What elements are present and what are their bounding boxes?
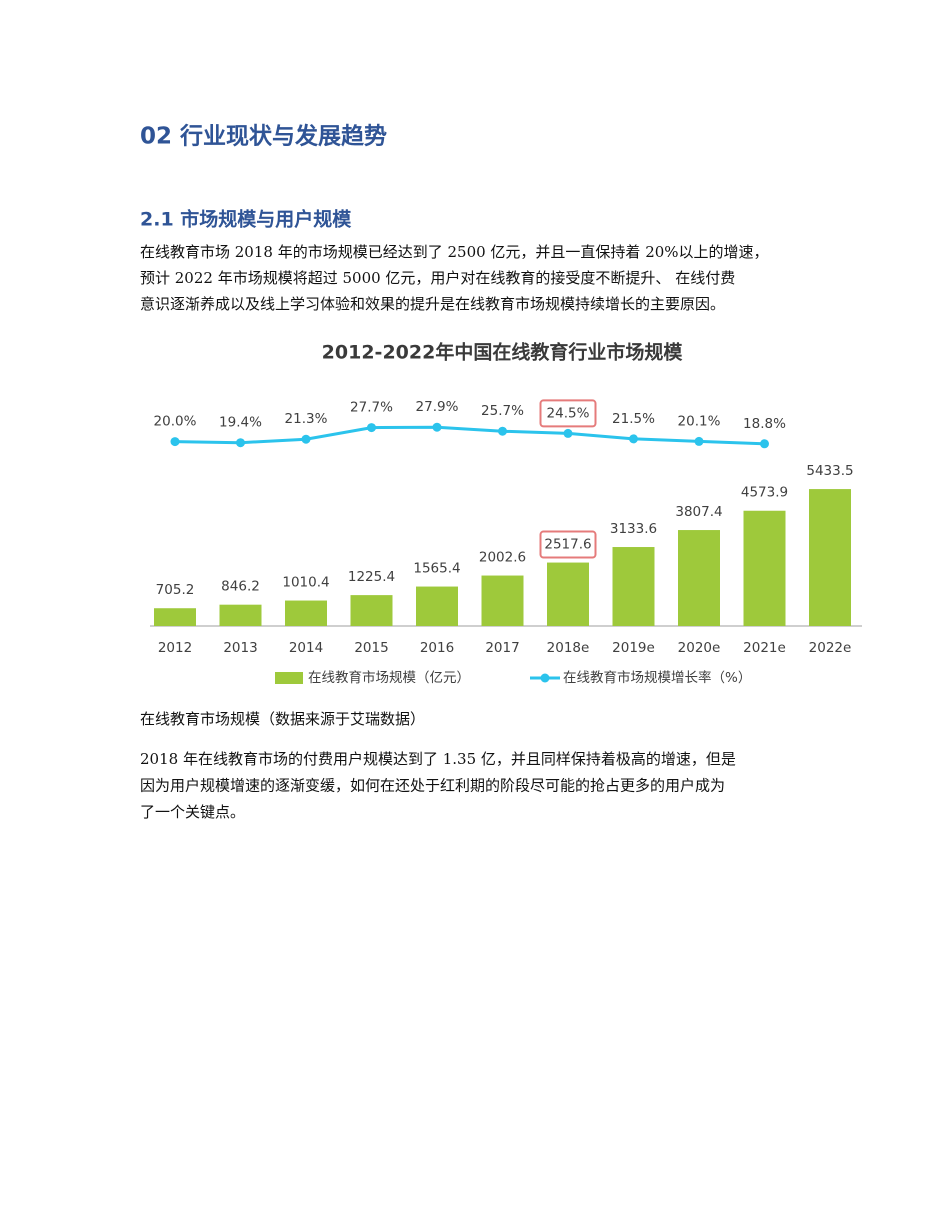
- paragraph-line: 因为用户规模增速的逐渐变缓，如何在还处于红利期的阶段尽可能的抢占更多的用户成为: [140, 777, 725, 795]
- data-label: 3133.6: [610, 521, 657, 537]
- point: [432, 422, 442, 432]
- bar: [219, 604, 262, 626]
- point: [760, 439, 769, 449]
- bar: [416, 586, 458, 626]
- point: [236, 438, 245, 448]
- bar: [612, 547, 655, 626]
- point: [694, 436, 704, 446]
- x-tick-label: 2012: [158, 640, 192, 656]
- paragraph-line: 预计 2022 年市场规模将超过 5000 亿元，用户对在线教育的接受度不断提升…: [140, 269, 735, 287]
- legend-label: 在线教育市场规模（亿元）: [308, 669, 470, 686]
- data-label: 2517.6: [544, 537, 591, 553]
- bar: [285, 600, 327, 626]
- caption: 在线教育市场规模（数据来源于艾瑞数据）: [140, 710, 425, 728]
- chart-title: 2012-2022年中国在线教育行业市场规模: [322, 341, 684, 364]
- highlight-box: [539, 530, 597, 559]
- data-label: 27.9%: [416, 399, 459, 415]
- highlight-box: [539, 399, 597, 428]
- data-label: 3807.4: [675, 504, 722, 520]
- point: [367, 423, 376, 433]
- subheading: 2.1 市场规模与用户规模: [140, 208, 352, 231]
- data-label: 1565.4: [413, 561, 460, 577]
- heading: 02 行业现状与发展趋势: [140, 123, 387, 150]
- paragraph-line: 意识逐渐养成以及线上学习体验和效果的提升是在线教育市场规模持续增长的主要原因。: [140, 295, 725, 313]
- data-label: 4573.9: [741, 485, 788, 501]
- data-label: 20.0%: [154, 414, 197, 430]
- x-tick-label: 2022e: [809, 640, 852, 656]
- point: [629, 434, 638, 444]
- line: [174, 425, 765, 446]
- data-label: 1225.4: [348, 569, 395, 585]
- x-tick-label: 2014: [289, 640, 323, 656]
- bar: [547, 562, 589, 626]
- data-label: 705.2: [156, 582, 195, 598]
- x-tick-label: 2018e: [547, 640, 590, 656]
- x-tick-label: 2021e: [743, 640, 786, 656]
- data-label: 1010.4: [282, 575, 329, 591]
- x-tick-label: 2017: [485, 640, 519, 656]
- point: [301, 434, 311, 444]
- bar: [809, 489, 851, 626]
- data-label: 25.7%: [481, 403, 524, 419]
- bar: [154, 608, 196, 626]
- data-label: 2002.6: [479, 550, 526, 566]
- legend-label: 在线教育市场规模增长率（%）: [563, 669, 751, 686]
- x-tick-label: 2016: [420, 640, 454, 656]
- legend-swatch: [275, 672, 303, 684]
- data-label: 24.5%: [547, 405, 590, 421]
- paragraph-line: 在线教育市场 2018 年的市场规模已经达到了 2500 亿元，并且一直保持着 …: [140, 243, 769, 261]
- data-label: 5433.5: [806, 463, 853, 479]
- data-label: 18.8%: [743, 416, 786, 432]
- data-label: 21.3%: [285, 411, 328, 427]
- bar: [743, 510, 786, 626]
- bar: [678, 530, 720, 626]
- point: [170, 437, 180, 447]
- paragraph-line: 2018 年在线教育市场的付费用户规模达到了 1.35 亿，并且同样保持着极高的…: [140, 750, 736, 768]
- data-label: 846.2: [221, 579, 260, 595]
- x-tick-label: 2013: [223, 640, 257, 656]
- data-label: 27.7%: [350, 400, 393, 416]
- point: [498, 426, 507, 436]
- bar: [481, 575, 524, 626]
- data-label: 20.1%: [678, 413, 721, 429]
- bar: [350, 595, 393, 626]
- paragraph-line: 了一个关键点。: [140, 803, 245, 821]
- data-label: 19.4%: [219, 415, 262, 431]
- point: [563, 428, 573, 438]
- x-tick-label: 2020e: [678, 640, 721, 656]
- x-tick-label: 2019e: [612, 640, 655, 656]
- data-label: 21.5%: [612, 411, 655, 427]
- x-tick-label: 2015: [354, 640, 388, 656]
- legend-swatch: [540, 673, 550, 683]
